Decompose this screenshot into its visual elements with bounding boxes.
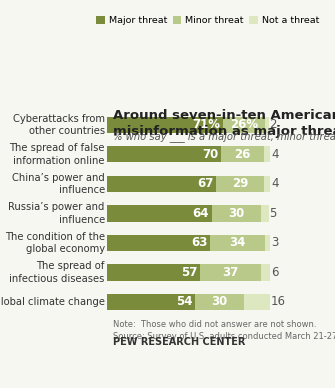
Text: 37: 37: [222, 266, 239, 279]
Text: 57: 57: [181, 266, 198, 279]
Text: 54: 54: [176, 295, 193, 308]
Text: % who say ___ is a major threat, minor threat or not a threat to the U.S.: % who say ___ is a major threat, minor t…: [113, 131, 335, 142]
Text: 70: 70: [203, 148, 219, 161]
Bar: [107, 176, 216, 192]
Text: 71%: 71%: [193, 118, 220, 132]
Bar: [265, 117, 269, 133]
Text: 64: 64: [193, 207, 209, 220]
Bar: [107, 235, 210, 251]
Text: Around seven-in-ten Americans see cyberattacks and
misinformation as major threa: Around seven-in-ten Americans see cybera…: [113, 109, 335, 138]
Bar: [212, 205, 261, 222]
Text: The spread of
infectious diseases: The spread of infectious diseases: [9, 261, 105, 284]
Bar: [195, 294, 244, 310]
Bar: [221, 146, 264, 163]
Text: 26: 26: [234, 148, 251, 161]
Text: PEW RESEARCH CENTER: PEW RESEARCH CENTER: [113, 337, 245, 347]
Bar: [244, 294, 270, 310]
Text: China’s power and
influence: China’s power and influence: [12, 173, 105, 195]
Text: 5: 5: [270, 207, 277, 220]
Text: Cyberattacks from
other countries: Cyberattacks from other countries: [13, 114, 105, 136]
Text: 29: 29: [232, 177, 248, 191]
Text: The spread of false
information online: The spread of false information online: [9, 143, 105, 166]
Bar: [261, 205, 269, 222]
Text: 63: 63: [191, 236, 207, 249]
Bar: [107, 117, 223, 133]
Bar: [210, 235, 265, 251]
Text: The condition of the
global economy: The condition of the global economy: [5, 232, 105, 254]
Bar: [107, 294, 195, 310]
Bar: [107, 264, 200, 281]
Text: 30: 30: [228, 207, 244, 220]
Text: 6: 6: [271, 266, 279, 279]
Text: 67: 67: [198, 177, 214, 191]
Text: Russia’s power and
influence: Russia’s power and influence: [8, 202, 105, 225]
Text: 4: 4: [271, 148, 279, 161]
Bar: [223, 117, 265, 133]
Bar: [264, 176, 270, 192]
Bar: [265, 235, 270, 251]
Bar: [264, 146, 270, 163]
Bar: [107, 205, 212, 222]
Text: 4: 4: [271, 177, 279, 191]
Bar: [200, 264, 261, 281]
Text: 2: 2: [270, 118, 277, 132]
Text: 16: 16: [271, 295, 286, 308]
Text: 3: 3: [271, 236, 278, 249]
Text: 34: 34: [229, 236, 246, 249]
Bar: [107, 146, 221, 163]
Text: Note:  Those who did not answer are not shown.
Source: Survey of U.S. adults con: Note: Those who did not answer are not s…: [113, 320, 335, 341]
Legend: Major threat, Minor threat, Not a threat: Major threat, Minor threat, Not a threat: [93, 12, 323, 29]
Bar: [216, 176, 264, 192]
Text: Global climate change: Global climate change: [0, 297, 105, 307]
Bar: [261, 264, 270, 281]
Text: 26%: 26%: [230, 118, 258, 132]
Text: 30: 30: [212, 295, 228, 308]
